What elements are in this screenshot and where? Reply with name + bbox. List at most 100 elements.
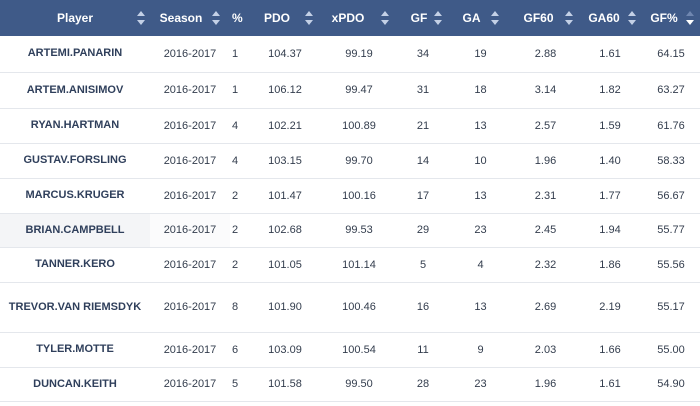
pdo-cell: 101.90: [250, 282, 320, 333]
table-row: TANNER.KERO 2016-2017 2 101.05 101.14 5 4 2.32 1…: [0, 247, 700, 283]
player-name-cell[interactable]: GUSTAV.FORSLING: [0, 143, 150, 179]
pdo-cell: 103.09: [250, 332, 320, 368]
player-name-cell[interactable]: MARCUS.KRUGER: [0, 178, 150, 214]
xpdo-cell: 100.54: [320, 332, 398, 368]
ga60-cell: 1.94: [578, 213, 642, 248]
table-body: ARTEMI.PANARIN 2016-2017 1 104.37 99.19 34 19 2…: [0, 36, 700, 402]
xpdo-cell: 100.46: [320, 282, 398, 333]
gf-cell: 17: [398, 178, 448, 214]
sort-icon[interactable]: [434, 11, 442, 25]
gf60-cell: 2.32: [513, 247, 578, 283]
table-row: DUNCAN.KEITH 2016-2017 5 101.58 99.50 28 23 1.9…: [0, 367, 700, 402]
table-row: ARTEM.ANISIMOV 2016-2017 1 106.12 99.47 31 18 3…: [0, 72, 700, 109]
header-row: Player Season % PDO xPDO GF: [0, 0, 700, 36]
season-cell: 2016-2017: [150, 282, 230, 333]
player-name-cell[interactable]: TYLER.MOTTE: [0, 332, 150, 368]
gf-percent-cell: 61.76: [642, 108, 700, 144]
xpdo-cell: 99.50: [320, 367, 398, 402]
ga-cell: 4: [448, 247, 513, 283]
gf60-cell: 3.14: [513, 72, 578, 109]
xpdo-cell: 101.14: [320, 247, 398, 283]
pdo-cell: 104.37: [250, 36, 320, 73]
sort-descending-icon[interactable]: [686, 11, 694, 25]
ga-cell: 19: [448, 36, 513, 73]
season-cell: 2016-2017: [150, 108, 230, 144]
gf-percent-cell: 63.27: [642, 72, 700, 109]
table-row: TYLER.MOTTE 2016-2017 6 103.09 100.54 11 9 2.03…: [0, 332, 700, 368]
season-cell: 2016-2017: [150, 367, 230, 402]
column-header-ga[interactable]: GA: [448, 0, 513, 36]
ga-cell: 23: [448, 367, 513, 402]
sort-icon[interactable]: [212, 11, 220, 25]
gf-cell: 16: [398, 282, 448, 333]
sort-icon[interactable]: [491, 11, 499, 25]
season-cell: 2016-2017: [150, 178, 230, 214]
ga60-cell: 1.40: [578, 143, 642, 179]
gf-percent-cell: 55.77: [642, 213, 700, 248]
gf-percent-cell: 64.15: [642, 36, 700, 73]
sort-icon[interactable]: [381, 11, 389, 25]
percent-cell: 2: [230, 178, 250, 214]
player-name-cell[interactable]: ARTEM.ANISIMOV: [0, 72, 150, 109]
gf-cell: 29: [398, 213, 448, 248]
percent-cell: 4: [230, 143, 250, 179]
gf-cell: 11: [398, 332, 448, 368]
xpdo-cell: 99.19: [320, 36, 398, 73]
sort-icon[interactable]: [628, 11, 636, 25]
gf-cell: 14: [398, 143, 448, 179]
player-name-cell[interactable]: TREVOR.VAN RIEMSDYK: [0, 282, 150, 333]
gf-cell: 34: [398, 36, 448, 73]
pdo-cell: 101.58: [250, 367, 320, 402]
player-name-cell[interactable]: RYAN.HARTMAN: [0, 108, 150, 144]
gf-cell: 28: [398, 367, 448, 402]
ga60-cell: 1.61: [578, 367, 642, 402]
season-cell: 2016-2017: [150, 36, 230, 73]
sort-icon[interactable]: [565, 11, 573, 25]
ga-cell: 13: [448, 282, 513, 333]
ga60-cell: 1.77: [578, 178, 642, 214]
gf-percent-cell: 55.00: [642, 332, 700, 368]
column-header-gf60[interactable]: GF60: [513, 0, 578, 36]
sort-icon[interactable]: [305, 11, 313, 25]
season-cell: 2016-2017: [150, 213, 230, 248]
player-name-cell[interactable]: BRIAN.CAMPBELL: [0, 213, 150, 248]
season-cell: 2016-2017: [150, 247, 230, 283]
table-row: RYAN.HARTMAN 2016-2017 4 102.21 100.89 21 13 2.…: [0, 108, 700, 144]
season-cell: 2016-2017: [150, 143, 230, 179]
gf-percent-cell: 54.90: [642, 367, 700, 402]
player-name-cell[interactable]: TANNER.KERO: [0, 247, 150, 283]
pdo-cell: 102.68: [250, 213, 320, 248]
ga-cell: 13: [448, 178, 513, 214]
column-header-season[interactable]: Season: [150, 0, 230, 36]
table-row: MARCUS.KRUGER 2016-2017 2 101.47 100.16 17 13 2…: [0, 178, 700, 214]
percent-cell: 6: [230, 332, 250, 368]
ga-cell: 18: [448, 72, 513, 109]
ga-cell: 10: [448, 143, 513, 179]
sort-icon[interactable]: [137, 11, 145, 25]
player-name-cell[interactable]: ARTEMI.PANARIN: [0, 36, 150, 73]
percent-cell: 1: [230, 36, 250, 73]
ga60-cell: 1.82: [578, 72, 642, 109]
table-header: Player Season % PDO xPDO GF: [0, 0, 700, 36]
column-header-player[interactable]: Player: [0, 0, 150, 36]
column-header-pdo[interactable]: PDO: [250, 0, 320, 36]
xpdo-cell: 99.47: [320, 72, 398, 109]
table-row: TREVOR.VAN RIEMSDYK 2016-2017 8 101.90 100.4…: [0, 282, 700, 333]
percent-cell: 1: [230, 72, 250, 109]
ga60-cell: 1.61: [578, 36, 642, 73]
xpdo-cell: 99.53: [320, 213, 398, 248]
percent-cell: 4: [230, 108, 250, 144]
column-header-xpdo[interactable]: xPDO: [320, 0, 398, 36]
table-row: GUSTAV.FORSLING 2016-2017 4 103.15 99.70 14 10…: [0, 143, 700, 179]
column-header-percent[interactable]: %: [232, 11, 243, 25]
column-header-ga60[interactable]: GA60: [578, 0, 642, 36]
ga60-cell: 1.86: [578, 247, 642, 283]
column-header-gf-percent[interactable]: GF%: [642, 0, 700, 36]
table-row: BRIAN.CAMPBELL 2016-2017 2 102.68 99.53 29 23 2…: [0, 213, 700, 248]
ga-cell: 9: [448, 332, 513, 368]
pdo-cell: 101.05: [250, 247, 320, 283]
player-name-cell[interactable]: DUNCAN.KEITH: [0, 367, 150, 402]
column-header-gf[interactable]: GF: [398, 0, 448, 36]
percent-cell: 2: [230, 213, 250, 248]
